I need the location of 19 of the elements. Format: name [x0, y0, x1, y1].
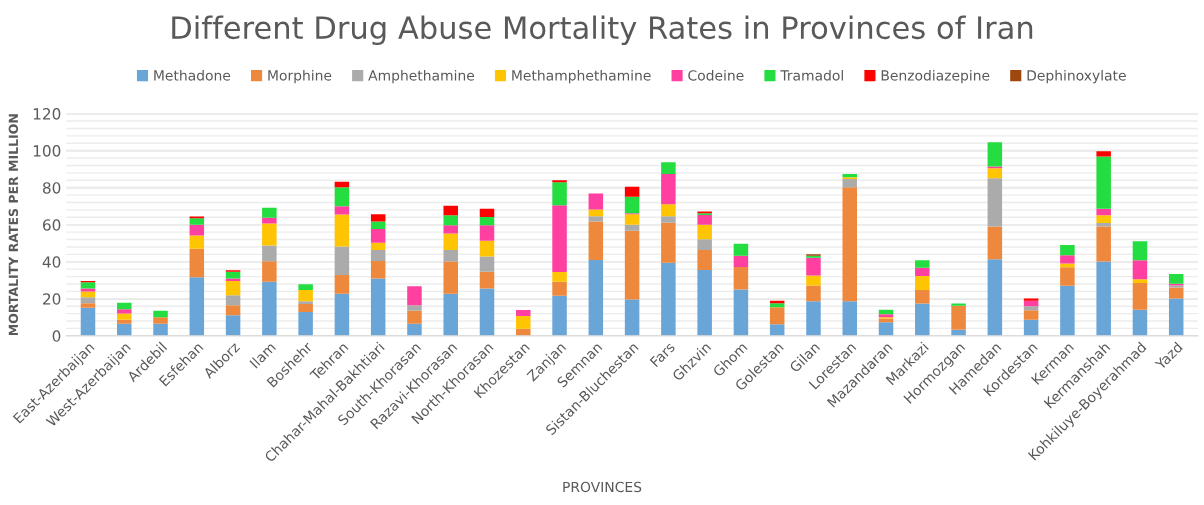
y-tick-label: 20 [43, 293, 61, 305]
legend-label: Methamphethamine [512, 69, 651, 84]
legend-label: Dephinoxylate [1027, 69, 1126, 84]
y-tick-label: 120 [33, 108, 61, 120]
legend-label: Morphine [268, 69, 332, 84]
legend-label: Benzodiazepine [881, 69, 990, 84]
y-tick-label: 80 [42, 182, 61, 194]
y-tick-label: 0 [52, 330, 61, 342]
y-axis-title: MORTALITY RATES PER MILLION [8, 114, 19, 336]
legend-label: Amphethamine [368, 69, 475, 84]
legend-label: Codeine [688, 69, 744, 81]
legend-label: Methadone [154, 69, 231, 81]
y-tick-label: 100 [33, 145, 61, 157]
legend-label: Tramadol [780, 69, 843, 81]
y-tick-label: 40 [42, 256, 61, 268]
chart-title: Different Drug Abuse Mortality Rates in Provinces of Iran [172, 15, 1033, 46]
x-axis-title: PROVINCES [563, 481, 642, 493]
x-tick-label: Fars [649, 341, 676, 368]
y-tick-label: 60 [42, 219, 61, 231]
